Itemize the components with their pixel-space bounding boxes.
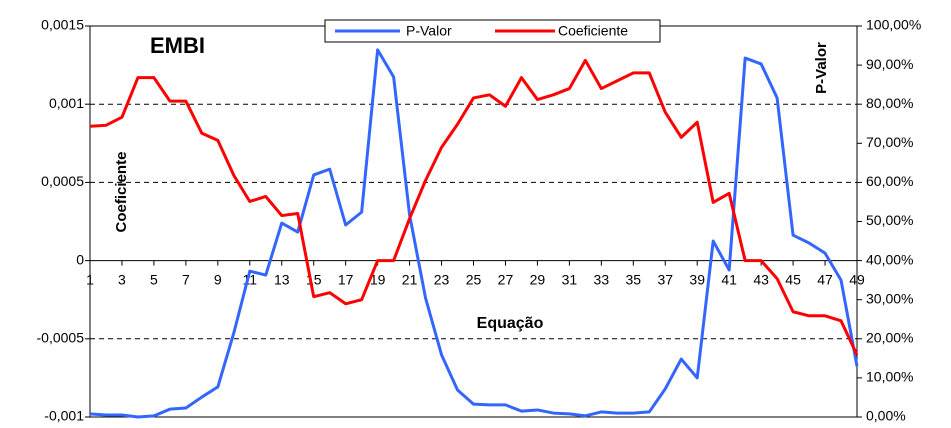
x-tick-label: 43: [753, 271, 769, 287]
x-tick-label: 35: [626, 271, 642, 287]
y2-tick-label: 10,00%: [866, 369, 913, 385]
x-tick-label: 49: [849, 271, 865, 287]
y-tick-label: 0,0015: [41, 17, 84, 33]
x-tick-label: 19: [370, 271, 386, 287]
y2-tick-label: 20,00%: [866, 330, 913, 346]
legend-label: P-Valor: [406, 23, 452, 39]
y2-tick-label: 0,00%: [866, 408, 906, 424]
series-line: [89, 58, 859, 356]
y2-tick-label: 30,00%: [866, 290, 913, 306]
x-tick-label: 39: [689, 271, 705, 287]
x-tick-label: 13: [274, 271, 290, 287]
x-tick-label: 5: [150, 271, 158, 287]
y2-tick-label: 90,00%: [866, 56, 913, 72]
x-tick-label: 41: [721, 271, 737, 287]
y-tick-label: 0,0005: [41, 173, 84, 189]
x-tick-label: 23: [434, 271, 450, 287]
y2-axis-label: P-Valor: [813, 42, 830, 94]
x-tick-label: 1: [86, 271, 94, 287]
y2-tick-label: 50,00%: [866, 212, 913, 228]
y2-tick-label: 100,00%: [866, 17, 921, 33]
y-tick-label: -0,001: [44, 408, 84, 424]
x-tick-label: 7: [182, 271, 190, 287]
y-axis-label: Coeficiente: [113, 152, 130, 233]
legend: P-Valor Coeficiente: [324, 19, 661, 43]
x-tick-label: 45: [785, 271, 801, 287]
x-tick-label: 17: [338, 271, 354, 287]
x-tick-label: 21: [402, 271, 418, 287]
y-tick-label: 0: [76, 251, 84, 267]
plot-area: [89, 25, 858, 418]
y2-tick-label: 60,00%: [866, 173, 913, 189]
legend-box: [324, 19, 661, 43]
chart-title: EMBI: [150, 33, 205, 58]
x-tick-label: 37: [657, 271, 673, 287]
x-tick-label: 47: [817, 271, 833, 287]
x-tick-label: 27: [498, 271, 514, 287]
y2-tick-label: 40,00%: [866, 251, 913, 267]
y2-tick-label: 70,00%: [866, 134, 913, 150]
y-tick-label: 0,001: [49, 95, 84, 111]
x-tick-label: 3: [118, 271, 126, 287]
x-tick-label: 29: [530, 271, 546, 287]
series-line: [89, 48, 859, 419]
x-axis-label: Equação: [477, 315, 544, 332]
x-tick-label: 33: [594, 271, 610, 287]
y-tick-label: -0,0005: [37, 330, 85, 346]
x-tick-label: 9: [214, 271, 222, 287]
legend-label: Coeficiente: [558, 23, 628, 39]
x-tick-label: 31: [562, 271, 578, 287]
x-tick-label: 25: [466, 271, 482, 287]
y2-tick-label: 80,00%: [866, 95, 913, 111]
